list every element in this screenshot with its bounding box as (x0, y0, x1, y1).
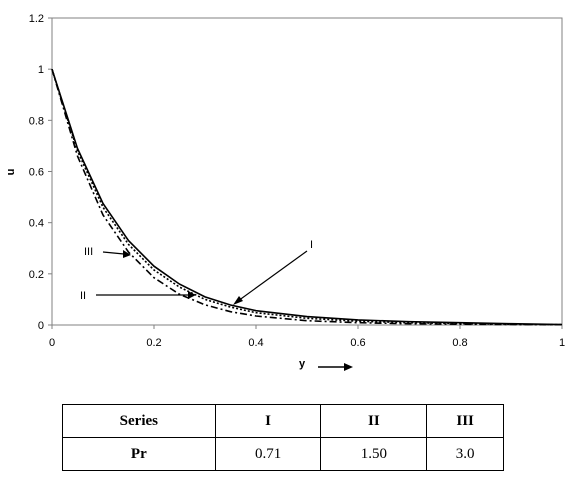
arrowhead-II-icon (188, 291, 196, 299)
legend-header-II: II (320, 404, 428, 438)
x-axis-title: y (299, 358, 306, 370)
legend-header-III: III (426, 404, 504, 438)
x-tick-label: 0.8 (452, 337, 467, 349)
annotation-label-III: III (84, 246, 93, 258)
annotation-arrow-I (237, 250, 308, 302)
arrowhead-III-icon (123, 250, 131, 258)
x-tick-label: 1 (559, 337, 565, 349)
annotation-arrow-III (102, 251, 125, 255)
legend-value-I: 0.71 (214, 437, 322, 471)
y-tick-label: 0.4 (29, 218, 44, 230)
y-tick-label: 1 (38, 64, 44, 76)
annotation-label-I: I (310, 239, 313, 251)
y-tick-label: 0 (38, 320, 44, 332)
y-tick-label: 0.2 (29, 269, 44, 281)
legend-value-II: 1.50 (320, 437, 428, 471)
legend-table: Series I II III Pr 0.71 1.50 3.0 (62, 404, 504, 471)
legend-table-pr-row: Pr 0.71 1.50 3.0 (62, 437, 504, 471)
axis-ticks: 0 0.2 0.4 0.6 0.8 1 0 0.2 0.4 0.6 0.8 1 1.2 (29, 13, 565, 349)
x-tick-label: 0.6 (350, 337, 365, 349)
legend-row-label-pr: Pr (62, 437, 216, 471)
y-tick-label: 0.6 (29, 167, 44, 179)
y-tick-label: 1.2 (29, 13, 44, 25)
y-tick-label: 0.8 (29, 115, 44, 127)
plot-area (51, 17, 563, 326)
arrowhead-I-icon (233, 296, 243, 305)
series-line-III (51, 68, 563, 326)
legend-header-I: I (214, 404, 322, 438)
series-line-I (51, 68, 563, 326)
legend-table-header-row: Series I II III (62, 404, 504, 438)
x-tick-label: 0.2 (146, 337, 161, 349)
legend-value-III: 3.0 (426, 437, 504, 471)
y-axis-title: u (5, 169, 17, 176)
annotation-III: III (84, 246, 131, 258)
series-group (51, 68, 563, 326)
annotation-II: II (80, 290, 196, 302)
annotation-I: I (233, 239, 313, 305)
x-axis-arrow-icon (318, 363, 353, 371)
line-chart: 0 0.2 0.4 0.6 0.8 1 0 0.2 0.4 0.6 0.8 1 1.2 u y I II… (5, 13, 565, 371)
x-tick-label: 0.4 (248, 337, 263, 349)
x-tick-label: 0 (49, 337, 55, 349)
annotation-label-II: II (80, 290, 86, 302)
legend-header-series: Series (62, 404, 216, 438)
